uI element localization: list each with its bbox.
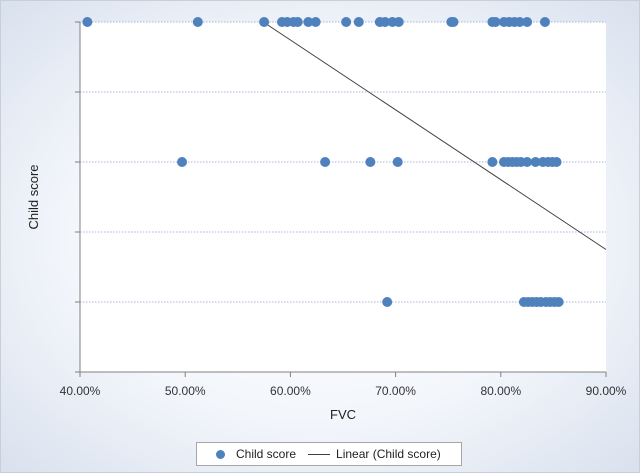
legend-line-icon [308, 453, 331, 455]
legend-marker-icon [216, 449, 225, 459]
data-point [522, 17, 533, 27]
data-points [82, 17, 564, 307]
data-point [382, 297, 393, 307]
x-tick-label: 80.00% [480, 384, 521, 398]
data-point [392, 157, 403, 167]
plot-area [80, 22, 606, 372]
data-point [490, 17, 501, 27]
x-axis-title: FVC [330, 407, 356, 422]
data-point [310, 17, 321, 27]
data-point [320, 157, 331, 167]
x-tick-labels: 40.00% 50.00% 60.00% 70.00% 80.00% 90.00% [60, 384, 627, 398]
data-point [292, 17, 303, 27]
data-point [380, 17, 391, 27]
data-point [522, 157, 533, 167]
data-point [551, 157, 562, 167]
x-tick-label: 50.00% [165, 384, 206, 398]
data-point [487, 157, 498, 167]
legend-series-label: Child score [236, 447, 297, 461]
x-tick-label: 70.00% [375, 384, 416, 398]
data-point [177, 157, 188, 167]
data-point [553, 297, 564, 307]
x-tick-label: 40.00% [60, 384, 101, 398]
data-point [530, 157, 541, 167]
data-point [341, 17, 352, 27]
legend-trend-label: Linear (Child score) [336, 447, 441, 461]
trendline-layer [263, 21, 607, 250]
data-point [82, 17, 93, 27]
data-point [192, 17, 203, 27]
legend: Child score Linear (Child score) [196, 442, 462, 466]
data-point [393, 17, 404, 27]
y-axis-title: Child score [26, 164, 41, 229]
data-point [514, 17, 525, 27]
x-tick-label: 60.00% [270, 384, 311, 398]
data-point [259, 17, 270, 27]
x-tick-label: 90.00% [586, 384, 627, 398]
data-point [303, 17, 314, 27]
trendline [263, 21, 607, 250]
data-point [539, 17, 550, 27]
axes [75, 21, 607, 377]
data-point [448, 17, 459, 27]
data-point [353, 17, 364, 27]
data-point [365, 157, 376, 167]
